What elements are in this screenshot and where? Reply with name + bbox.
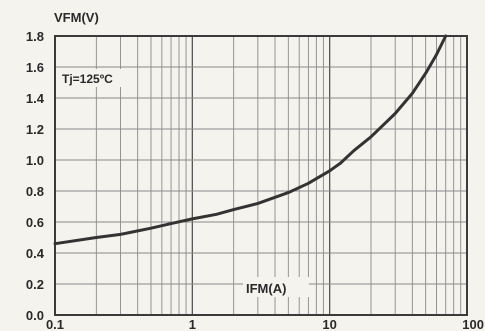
y-tick-label: 1.6 — [26, 60, 44, 75]
x-axis-label: IFM(A) — [246, 281, 286, 296]
plot-frame — [54, 35, 468, 316]
x-tick-label: 10 — [322, 317, 336, 331]
vfm-curve-line — [53, 34, 448, 246]
tj-annotation: Tj=125ºC — [62, 72, 113, 86]
y-tick-label: 1.4 — [26, 91, 45, 106]
y-tick-label: 1.0 — [26, 153, 44, 168]
x-tick-label: 100 — [462, 317, 484, 331]
y-tick-label: 0.4 — [26, 246, 45, 261]
y-tick-labels: 0.0 0.2 0.4 0.6 0.8 1.0 1.2 1.4 1.6 1.8 — [26, 29, 45, 323]
x-tick-labels: 0.1 1 10 100 — [46, 317, 484, 331]
y-axis-label: VFM(V) — [54, 10, 99, 25]
y-tick-label: 0.6 — [26, 215, 44, 230]
y-tick-label: 1.2 — [26, 122, 44, 137]
x-tick-label: 1 — [189, 317, 196, 331]
x-tick-label: 0.1 — [46, 317, 64, 331]
y-tick-label: 1.8 — [26, 29, 44, 44]
x-axis-label-background — [243, 277, 309, 297]
y-tick-label: 0.0 — [26, 308, 44, 323]
y-tick-label: 0.8 — [26, 184, 44, 199]
annotation-background — [60, 69, 134, 87]
y-tick-label: 0.2 — [26, 277, 44, 292]
